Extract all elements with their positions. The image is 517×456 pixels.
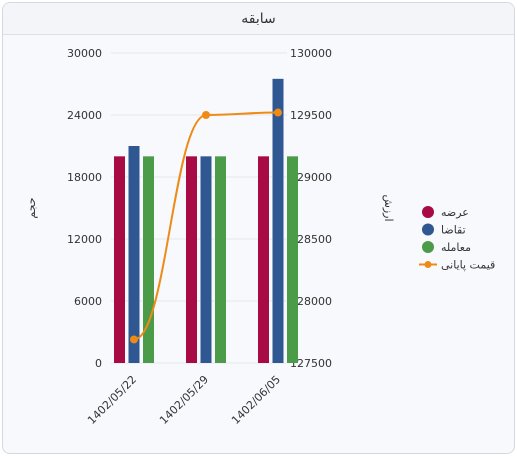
legend-label-trade[interactable]: معامله (441, 241, 471, 254)
y-right-axis-label: ارزش (382, 194, 395, 221)
price-point[interactable] (202, 111, 210, 119)
price-point[interactable] (130, 335, 138, 344)
bar-demand[interactable] (128, 146, 140, 363)
y-left-axis-label: حجم (25, 197, 38, 218)
bar-offer[interactable] (114, 156, 125, 363)
bar-trade[interactable] (143, 156, 154, 363)
x-tick-label: 1402/05/29 (157, 373, 211, 427)
y-left-tick-label: 24000 (67, 109, 102, 122)
bar-demand[interactable] (200, 156, 212, 363)
x-tick-label: 1402/05/22 (85, 373, 139, 427)
price-line (133, 111, 279, 341)
y-left-tick-label: 18000 (67, 171, 102, 184)
bar-offer[interactable] (186, 156, 197, 363)
y-left-tick-label: 0 (95, 357, 102, 370)
y-right-tick-label: 128000 (290, 295, 332, 308)
panel-title: سابقه (241, 10, 276, 27)
y-left-tick-label: 30000 (67, 47, 102, 60)
y-right-tick-label: 128500 (290, 233, 332, 246)
panel-header: سابقه (3, 3, 514, 35)
y-left-tick-label: 6000 (74, 295, 102, 308)
legend-label-offer[interactable]: عرضه (441, 206, 469, 219)
legend-marker-trade[interactable] (422, 241, 434, 253)
y-left-tick-label: 12000 (67, 233, 102, 246)
legend-marker-demand[interactable] (422, 223, 434, 236)
bar-trade[interactable] (287, 156, 298, 363)
legend-marker-price-dot (424, 261, 432, 268)
x-tick-label: 1402/06/05 (229, 373, 283, 427)
legend-label-price[interactable]: قیمت پایانی (441, 259, 495, 272)
price-point[interactable] (274, 108, 282, 117)
y-right-tick-label: 129500 (290, 109, 332, 122)
y-right-tick-label: 130000 (290, 47, 332, 60)
legend-marker-offer[interactable] (422, 206, 434, 218)
y-right-tick-label: 129000 (290, 171, 332, 184)
y-right-tick-label: 127500 (290, 357, 332, 370)
bar-trade[interactable] (215, 156, 226, 363)
bar-demand[interactable] (272, 78, 284, 363)
legend-label-demand[interactable]: تقاضا (441, 224, 466, 237)
bar-offer[interactable] (258, 156, 269, 363)
